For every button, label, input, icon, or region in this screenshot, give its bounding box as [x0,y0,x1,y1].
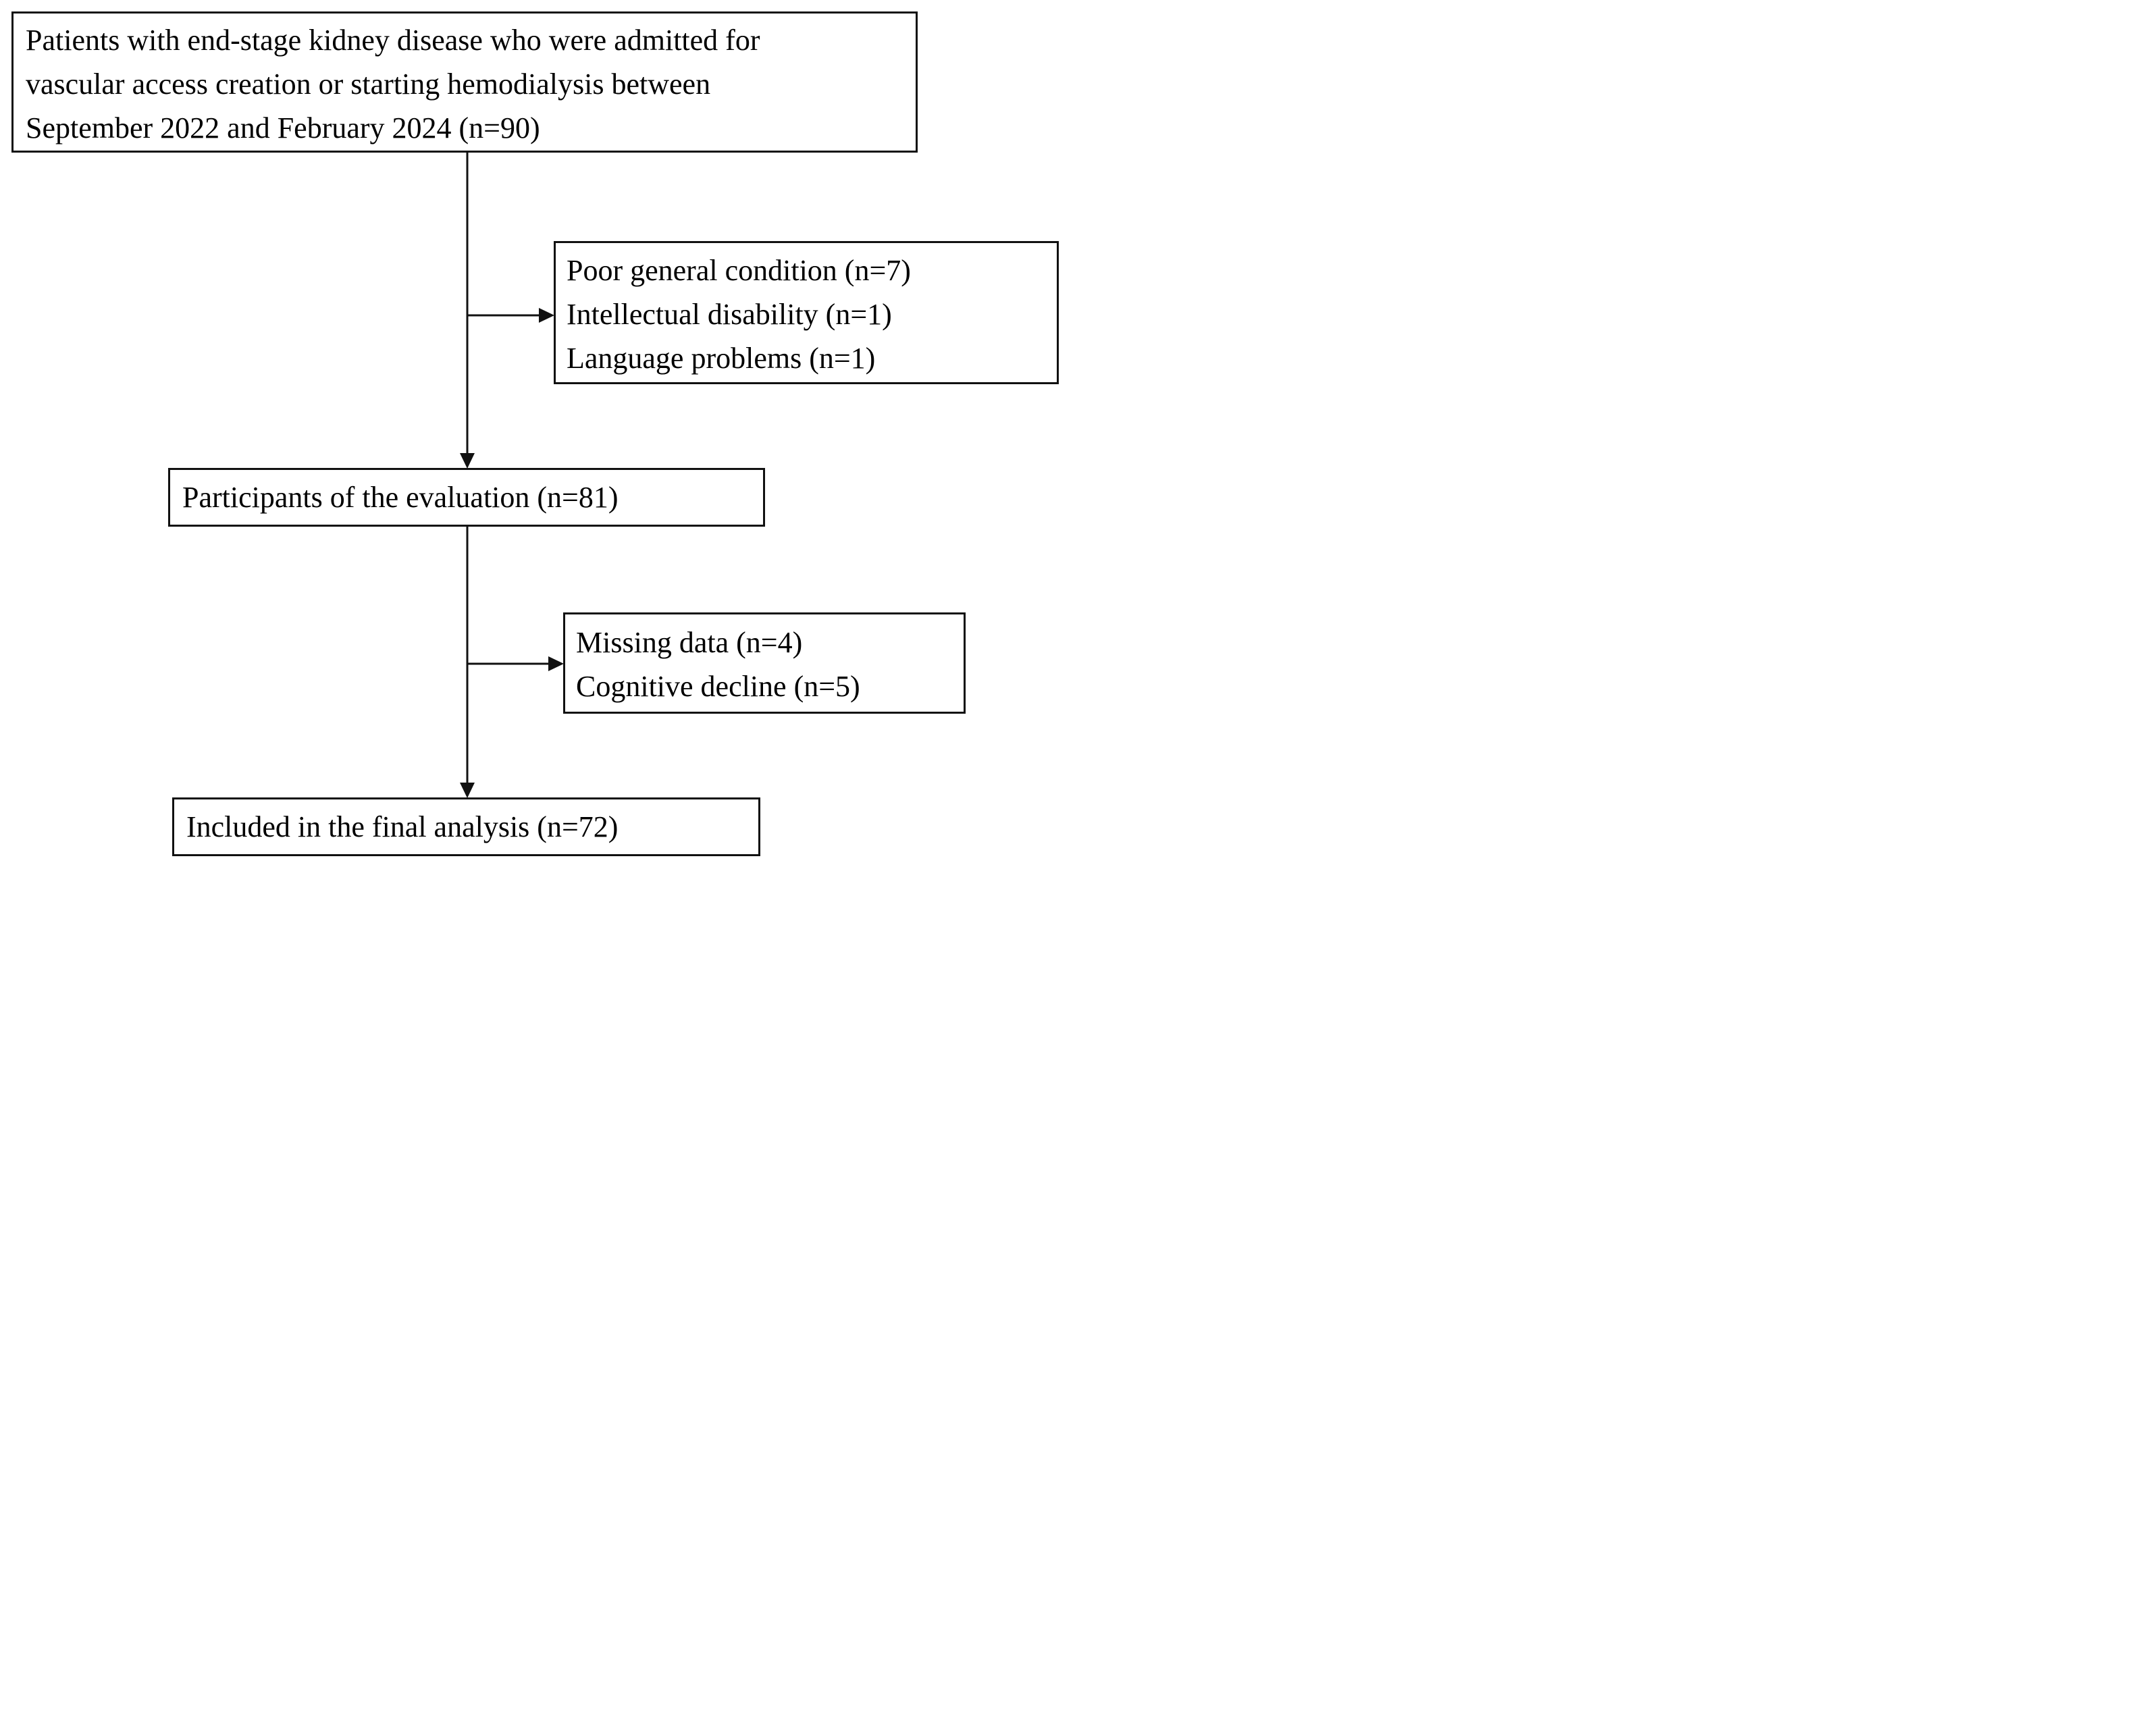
eligible-patients-text-line: September 2022 and February 2024 (n=90) [26,111,540,144]
exclusion-reason-line: Intellectual disability (n=1) [567,298,892,331]
arrowhead-down-icon [460,453,475,469]
final-analysis-text: Included in the final analysis (n=72) [186,810,619,843]
exclusion-reason-line: Poor general condition (n=7) [567,254,911,287]
arrowhead-down-icon [460,783,475,798]
arrow-branch-to-excluded-final [467,656,564,671]
arrow-top-to-participants [460,151,475,469]
excluded-from-analysis-box: Missing data (n=4) Cognitive decline (n=… [563,612,966,714]
final-analysis-box: Included in the final analysis (n=72) [172,797,760,856]
participants-box: Participants of the evaluation (n=81) [168,468,765,527]
eligible-patients-text-line: vascular access creation or starting hem… [26,68,711,101]
participants-text: Participants of the evaluation (n=81) [182,481,619,514]
participant-flow-diagram: Patients with end-stage kidney disease w… [0,0,1075,868]
eligible-patients-box: Patients with end-stage kidney disease w… [11,11,918,153]
connector-lines [460,151,564,798]
exclusion-reason-line: Language problems (n=1) [567,342,876,375]
eligible-patients-text-line: Patients with end-stage kidney disease w… [26,24,760,57]
arrowhead-right-icon [539,308,554,323]
arrow-participants-to-final [460,526,475,798]
arrow-branch-to-excluded-initial [467,308,554,323]
exclusion-reason-line: Cognitive decline (n=5) [576,670,860,703]
arrowhead-right-icon [548,656,564,671]
exclusion-reason-line: Missing data (n=4) [576,626,803,659]
excluded-before-evaluation-box: Poor general condition (n=7) Intellectua… [554,241,1059,384]
